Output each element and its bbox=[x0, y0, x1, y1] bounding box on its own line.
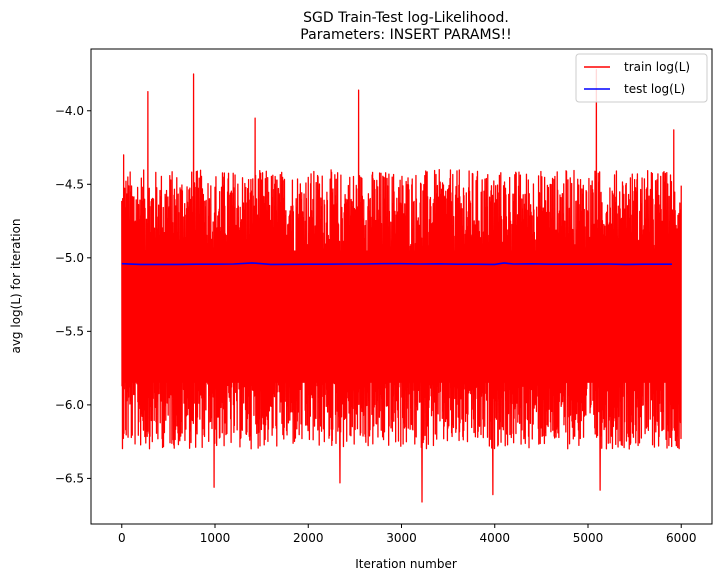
x-tick-label: 6000 bbox=[666, 531, 697, 545]
y-axis: −6.5 −6.0 −5.5 −5.0 −4.5 −4.0 bbox=[55, 104, 91, 485]
x-axis-label: Iteration number bbox=[355, 557, 457, 571]
y-tick-label: −4.0 bbox=[55, 104, 84, 118]
x-tick-label: 2000 bbox=[293, 531, 324, 545]
x-tick-label: 5000 bbox=[573, 531, 604, 545]
legend: train log(L) test log(L) bbox=[575, 53, 708, 103]
x-tick-label: 0 bbox=[118, 531, 126, 545]
legend-test-label: test log(L) bbox=[624, 82, 685, 96]
y-tick-label: −6.0 bbox=[55, 398, 84, 412]
y-tick-label: −5.0 bbox=[55, 251, 84, 265]
x-tick-label: 4000 bbox=[479, 531, 510, 545]
x-axis: 0 1000 2000 3000 4000 5000 6000 bbox=[118, 524, 697, 545]
y-axis-label: avg log(L) for iteration bbox=[9, 218, 23, 353]
x-tick-label: 1000 bbox=[200, 531, 231, 545]
train-series bbox=[121, 68, 682, 503]
x-tick-label: 3000 bbox=[386, 531, 417, 545]
chart-title-line-1: SGD Train-Test log-Likelihood. bbox=[303, 10, 509, 26]
train-series-line bbox=[121, 68, 682, 503]
plot-area bbox=[121, 68, 682, 503]
y-tick-label: −5.5 bbox=[55, 324, 84, 338]
y-tick-label: −4.5 bbox=[55, 177, 84, 191]
legend-train-label: train log(L) bbox=[624, 60, 690, 74]
y-tick-label: −6.5 bbox=[55, 471, 84, 485]
test-series-line bbox=[121, 262, 672, 266]
chart-title-line-2: Parameters: INSERT PARAMS!! bbox=[300, 27, 511, 43]
legend-box bbox=[575, 53, 708, 103]
